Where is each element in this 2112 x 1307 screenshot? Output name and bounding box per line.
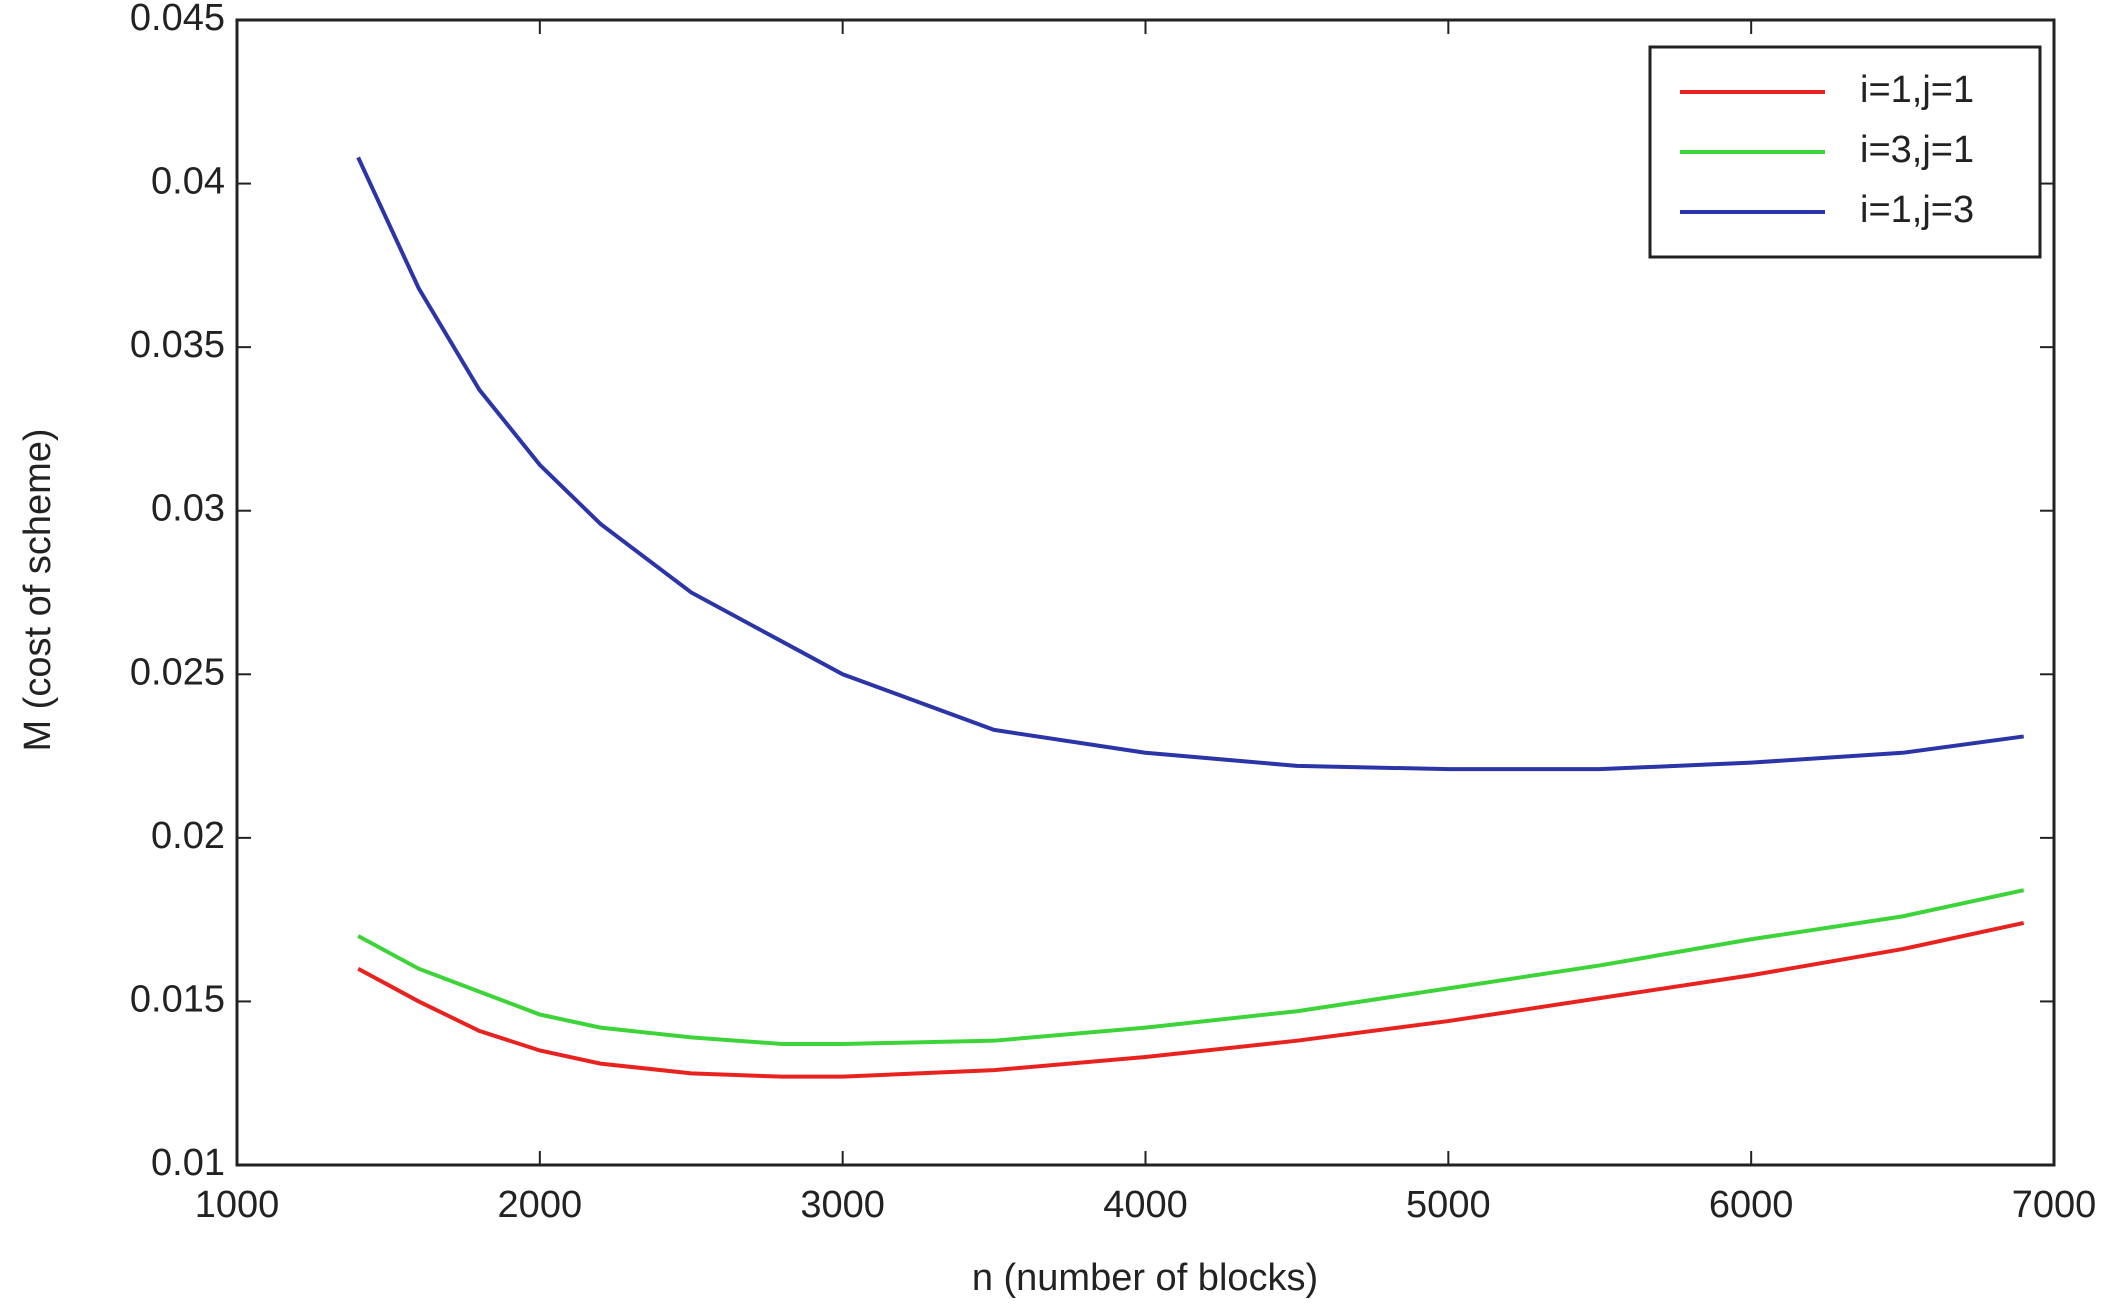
data-line — [357, 888, 2025, 1046]
y-tick-label: 0.045 — [130, 0, 225, 39]
y-tick-label: 0.04 — [151, 161, 225, 203]
y-tick-label: 0.02 — [151, 815, 225, 857]
legend-label: i=3,j=1 — [1860, 129, 1974, 171]
y-tick-label: 0.03 — [151, 488, 225, 530]
x-tick-label: 2000 — [498, 1184, 583, 1226]
y-tick-label: 0.025 — [130, 651, 225, 693]
y-tick-label: 0.035 — [130, 324, 225, 366]
x-tick-label: 3000 — [800, 1184, 885, 1226]
x-tick-label: 7000 — [2012, 1184, 2097, 1226]
x-tick-label: 6000 — [1709, 1184, 1794, 1226]
y-axis-label: M (cost of scheme) — [17, 428, 59, 751]
legend-label: i=1,j=3 — [1860, 189, 1974, 231]
x-axis-label: n (number of blocks) — [972, 1257, 1318, 1299]
data-line — [356, 156, 2024, 772]
x-tick-label: 5000 — [1406, 1184, 1491, 1226]
legend-label: i=1,j=1 — [1860, 69, 1974, 111]
x-tick-label: 4000 — [1103, 1184, 1188, 1226]
x-tick-label: 1000 — [195, 1184, 280, 1226]
y-tick-label: 0.01 — [151, 1142, 225, 1184]
y-tick-label: 0.015 — [130, 978, 225, 1020]
data-line — [357, 920, 2025, 1079]
